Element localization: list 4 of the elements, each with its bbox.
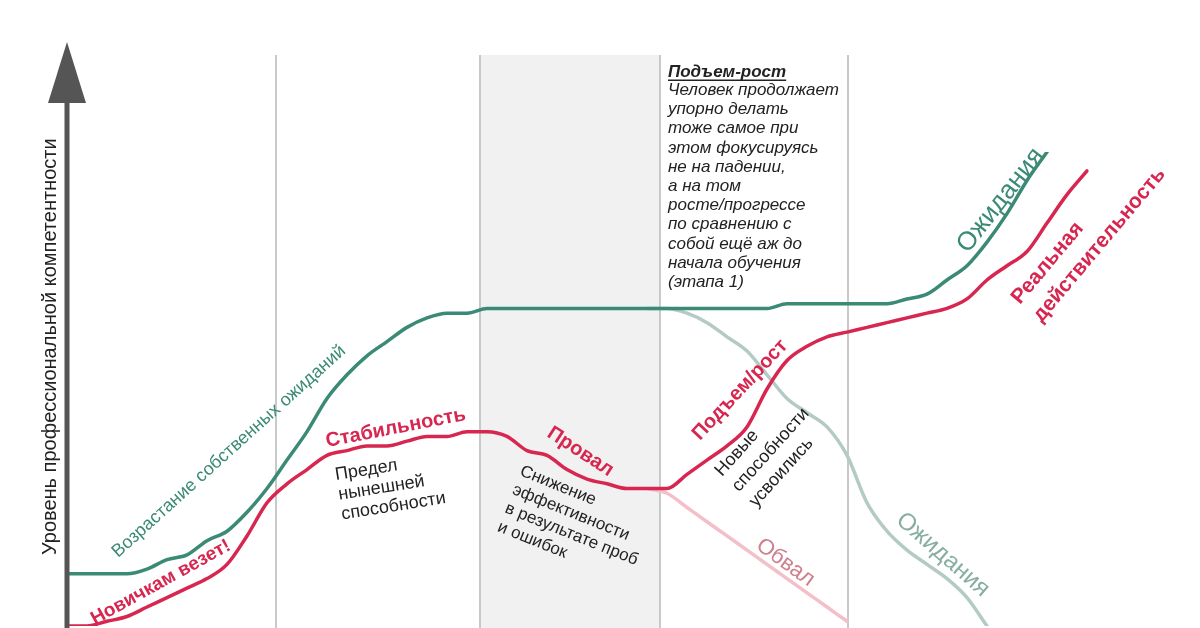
y-axis-title: Уровень профессиональной компетентности: [38, 138, 60, 555]
text: Подъем-рост: [668, 62, 787, 81]
annotation: Предел нынешней способности: [333, 454, 448, 524]
text: Человек продолжает упорно делать тоже самое при этом фокусируясь не на падении, а на том росте/прогрессе по сравнению с собой ещё аж до начала обучения (этапа 1): [668, 80, 839, 291]
